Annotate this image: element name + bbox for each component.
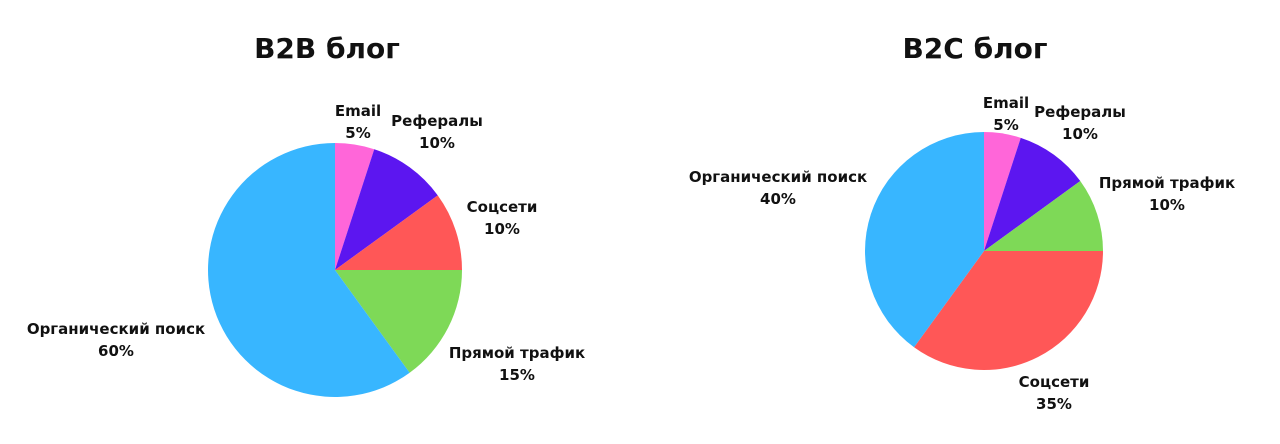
b2b-pie-chart: B2B блог Email 5% Рефералы 10% Соцсети 10% Пря… bbox=[27, 32, 585, 398]
pie-slice-2 bbox=[984, 181, 1103, 251]
pie-slice-3 bbox=[914, 251, 1103, 370]
slice-value: 5% bbox=[993, 116, 1018, 134]
slice-label-0: Email 5% bbox=[983, 94, 1029, 134]
slice-name: Органический поиск bbox=[27, 320, 205, 338]
slice-value: 10% bbox=[484, 220, 520, 238]
b2c-pie-chart: B2C блог Email 5%Рефералы 10%Прямой трафик… bbox=[689, 32, 1235, 413]
slice-value: 10% bbox=[419, 134, 455, 152]
slice-name: Соцсети bbox=[467, 198, 538, 216]
slice-name: Органический поиск bbox=[689, 168, 867, 186]
slice-label-3: Соцсети 35% bbox=[1019, 373, 1090, 413]
pie-slice-0 bbox=[984, 132, 1021, 251]
slice-value: 40% bbox=[760, 190, 796, 208]
pie-slice-0 bbox=[335, 143, 375, 270]
slice-name: Email bbox=[335, 102, 381, 120]
pie-slice-4 bbox=[865, 132, 984, 348]
slice-value: 60% bbox=[98, 342, 134, 360]
slice-value: 10% bbox=[1062, 125, 1098, 143]
slice-label-1: Рефералы 10% bbox=[1034, 103, 1126, 143]
pie-slice-4 bbox=[208, 143, 410, 398]
slice-name: Рефералы bbox=[391, 112, 483, 130]
slice-name: Соцсети bbox=[1019, 373, 1090, 391]
slice-label-2: Прямой трафик 10% bbox=[1099, 174, 1235, 214]
slice-value: 10% bbox=[1149, 196, 1185, 214]
slice-label-4: Органический поиск 40% bbox=[689, 168, 867, 208]
b2b-chart-title: B2B блог bbox=[254, 32, 400, 65]
slice-label-2: Соцсети 10% bbox=[467, 198, 538, 238]
slice-value: 5% bbox=[345, 124, 370, 142]
pie-slice-2 bbox=[335, 195, 462, 270]
pie-slice-1 bbox=[335, 149, 438, 270]
slice-name: Прямой трафик bbox=[449, 344, 585, 362]
pie-slice-1 bbox=[984, 137, 1081, 251]
pie-slice-3 bbox=[335, 270, 462, 373]
slice-name: Прямой трафик bbox=[1099, 174, 1235, 192]
slice-name: Email bbox=[983, 94, 1029, 112]
slice-label-1: Рефералы 10% bbox=[391, 112, 483, 152]
slice-value: 35% bbox=[1036, 395, 1072, 413]
slice-value: 15% bbox=[499, 366, 535, 384]
slice-label-0: Email 5% bbox=[335, 102, 381, 142]
slice-name: Рефералы bbox=[1034, 103, 1126, 121]
b2c-chart-title: B2C блог bbox=[902, 32, 1047, 65]
slice-label-3: Прямой трафик 15% bbox=[449, 344, 585, 384]
slice-label-4: Органический поиск 60% bbox=[27, 320, 205, 360]
